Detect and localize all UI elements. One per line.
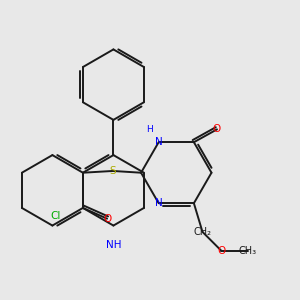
Text: H: H	[146, 125, 153, 134]
Text: N: N	[155, 198, 163, 208]
Text: NH: NH	[106, 240, 121, 250]
Text: O: O	[213, 124, 221, 134]
Text: O: O	[217, 246, 225, 256]
Text: O: O	[103, 214, 111, 224]
Text: N: N	[155, 137, 163, 147]
Text: CH₂: CH₂	[194, 227, 211, 237]
Text: Cl: Cl	[51, 211, 61, 221]
Text: S: S	[110, 166, 116, 176]
Text: CH₃: CH₃	[238, 246, 257, 256]
